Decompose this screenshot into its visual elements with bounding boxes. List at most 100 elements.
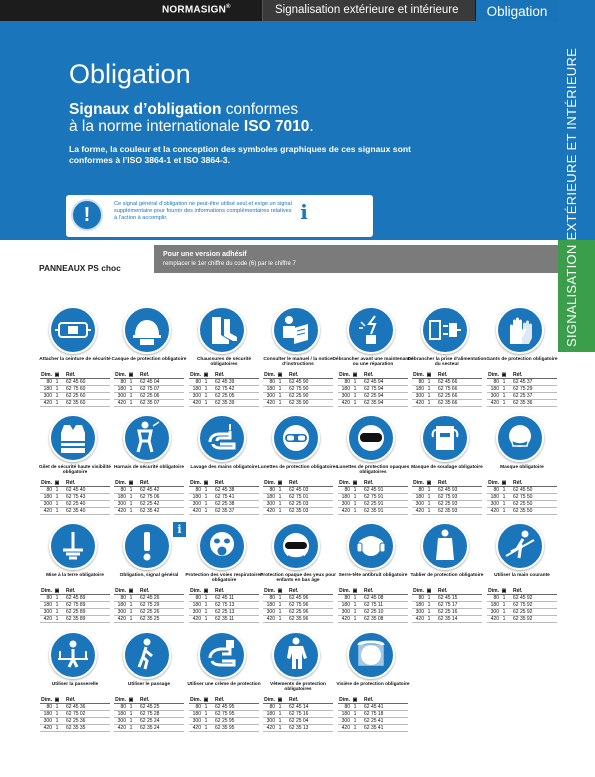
table-row: 420 1 62 35 60 bbox=[40, 399, 110, 407]
sign-caption: Chaussures de sécurité obligatoires bbox=[196, 357, 252, 368]
table-row: 300 1 62 25 37 bbox=[487, 392, 557, 400]
ground-icon bbox=[49, 522, 97, 570]
sign-caption: Masque de soudage obligatoire bbox=[411, 465, 483, 470]
adhesive-subtext: remplacer le 1er chiffre du code (6) par… bbox=[163, 261, 296, 267]
table-row: 180 1 62 75 50 bbox=[487, 493, 557, 501]
ref-header: Réf. bbox=[61, 480, 110, 487]
table-row: 420 1 62 35 41 bbox=[338, 724, 408, 732]
sidebar-green bbox=[558, 240, 595, 352]
table-header-row: Dim. ▣ Réf. bbox=[189, 480, 259, 487]
sign-ref-table: Dim. ▣ Réf. 80 1 62 45 42 180 1 62 75 06 300 1 62 2… bbox=[114, 480, 184, 515]
ref-header: Réf. bbox=[359, 372, 408, 379]
table-header-row: Dim. ▣ Réf. bbox=[338, 588, 408, 595]
dim-header: Dim. bbox=[412, 480, 425, 487]
table-row: 180 1 62 75 02 bbox=[40, 710, 110, 718]
table-header-row: Dim. ▣ Réf. bbox=[487, 480, 557, 487]
quantity-header: ▣ bbox=[425, 588, 433, 595]
sign-ref-table: Dim. ▣ Réf. 80 1 62 45 11 180 1 62 75 13 300 1 62 2… bbox=[189, 588, 259, 623]
table-row: 300 1 62 25 96 bbox=[263, 608, 333, 616]
table-row: 180 1 62 75 13 bbox=[189, 601, 259, 609]
table-row: 80 1 62 45 39 bbox=[189, 378, 259, 386]
table-row: 300 1 62 25 93 bbox=[412, 500, 482, 508]
dim-header: Dim. bbox=[338, 372, 351, 379]
dim-header: Dim. bbox=[114, 372, 127, 379]
table-row: 80 1 62 45 38 bbox=[189, 486, 259, 494]
goggles-icon bbox=[272, 414, 320, 462]
sign-caption: Attacher la ceinture de sécurité bbox=[39, 357, 111, 362]
quantity-header: ▣ bbox=[425, 480, 433, 487]
table-row: 420 1 62 35 24 bbox=[114, 724, 184, 732]
sign-caption: Lavage des mains obligatoire bbox=[190, 465, 258, 470]
vest-icon bbox=[49, 414, 97, 462]
table-header-row: Dim. ▣ Réf. bbox=[40, 697, 110, 704]
sign-ref-table: Dim. ▣ Réf. 80 1 62 45 08 180 1 62 75 11 300 1 62 2… bbox=[338, 588, 408, 623]
dim-header: Dim. bbox=[263, 480, 276, 487]
table-row: 180 1 62 75 41 bbox=[189, 493, 259, 501]
ref-header: Réf. bbox=[359, 480, 408, 487]
sign-caption: Serre-tête antibruit obligatoire bbox=[338, 573, 408, 578]
table-row: 180 1 62 75 01 bbox=[263, 493, 333, 501]
sign-ref-table: Dim. ▣ Réf. 80 1 62 45 41 180 1 62 75 18 300 1 62 2… bbox=[338, 697, 408, 732]
quantity-header: ▣ bbox=[351, 480, 359, 487]
ref-header: Réf. bbox=[284, 480, 333, 487]
sign-ref-table: Dim. ▣ Réf. 80 1 62 45 93 180 1 62 75 93 300 1 62 2… bbox=[412, 480, 482, 515]
table-row: 180 1 62 75 18 bbox=[338, 710, 408, 718]
ref-header: Réf. bbox=[135, 697, 184, 704]
table-header-row: Dim. ▣ Réf. bbox=[40, 480, 110, 487]
sign-caption: Gants de protection obligatoire bbox=[486, 357, 558, 362]
table-header-row: Dim. ▣ Réf. bbox=[412, 480, 482, 487]
table-row: 300 1 62 25 89 bbox=[40, 608, 110, 616]
info-badge-icon: i bbox=[173, 522, 186, 537]
table-row: 180 1 62 75 29 bbox=[114, 601, 184, 609]
sign-caption: Lunettes de protection obligatoires bbox=[257, 465, 339, 470]
dim-header: Dim. bbox=[263, 697, 276, 704]
ref-header: Réf. bbox=[135, 588, 184, 595]
helmet-icon bbox=[123, 306, 171, 354]
table-row: 80 1 62 45 26 bbox=[114, 594, 184, 602]
table-row: 80 1 62 45 60 bbox=[40, 378, 110, 386]
table-row: 80 1 62 45 92 bbox=[487, 594, 557, 602]
dim-header: Dim. bbox=[114, 588, 127, 595]
table-row: 180 1 62 75 17 bbox=[412, 601, 482, 609]
quantity-header: ▣ bbox=[500, 372, 508, 379]
table-row: 180 1 62 75 94 bbox=[338, 385, 408, 393]
ref-header: Réf. bbox=[284, 588, 333, 595]
table-row: 80 1 62 45 08 bbox=[338, 594, 408, 602]
table-row: 80 1 62 45 25 bbox=[114, 703, 184, 711]
table-row: 420 1 62 35 03 bbox=[263, 507, 333, 515]
sign-caption: Masque obligatoire bbox=[500, 465, 544, 470]
welding-mask-icon bbox=[421, 414, 469, 462]
table-row: 180 1 62 75 60 bbox=[40, 385, 110, 393]
sign-ref-table: Dim. ▣ Réf. 80 1 62 45 60 180 1 62 75 60 300 1 62 2… bbox=[40, 372, 110, 407]
quantity-header: ▣ bbox=[276, 372, 284, 379]
sign-caption: Utiliser la main courante bbox=[494, 573, 550, 578]
hero-subtitle: Signaux d’obligation conformes à la norme… bbox=[69, 101, 314, 135]
sign-caption: Consulter le manuel / la notice d’instru… bbox=[263, 357, 333, 368]
table-row: 80 1 62 45 89 bbox=[40, 594, 110, 602]
table-row: 420 1 62 35 91 bbox=[338, 507, 408, 515]
sign-ref-table: Dim. ▣ Réf. 80 1 62 45 15 180 1 62 75 17 300 1 62 2… bbox=[412, 588, 482, 623]
table-header-row: Dim. ▣ Réf. bbox=[263, 372, 333, 379]
table-row: 80 1 62 45 90 bbox=[263, 378, 333, 386]
table-row: 180 1 62 75 96 bbox=[263, 601, 333, 609]
quantity-header: ▣ bbox=[53, 372, 61, 379]
quantity-header: ▣ bbox=[127, 697, 135, 704]
brand-name: NORMASIGN® bbox=[162, 4, 231, 16]
table-header-row: Dim. ▣ Réf. bbox=[338, 372, 408, 379]
sign-ref-table: Dim. ▣ Réf. 80 1 62 45 95 180 1 62 75 95 300 1 62 2… bbox=[189, 697, 259, 732]
table-row: 300 1 62 25 91 bbox=[338, 500, 408, 508]
hand-cream-icon bbox=[198, 631, 246, 679]
ref-header: Réf. bbox=[135, 480, 184, 487]
table-row: 420 1 62 35 35 bbox=[40, 724, 110, 732]
manual-icon bbox=[272, 306, 320, 354]
walkway-icon bbox=[123, 631, 171, 679]
table-row: 180 1 62 75 43 bbox=[40, 493, 110, 501]
sign-caption: Mise à la terre obligatoire bbox=[46, 573, 104, 578]
table-row: 180 1 62 75 42 bbox=[189, 385, 259, 393]
table-header-row: Dim. ▣ Réf. bbox=[263, 480, 333, 487]
quantity-header: ▣ bbox=[276, 697, 284, 704]
child-protection-icon bbox=[272, 522, 320, 570]
unplug-icon bbox=[421, 306, 469, 354]
sign-caption: Gilet de sécurité haute visibilité oblig… bbox=[39, 465, 111, 476]
table-row: 80 1 62 45 41 bbox=[338, 703, 408, 711]
